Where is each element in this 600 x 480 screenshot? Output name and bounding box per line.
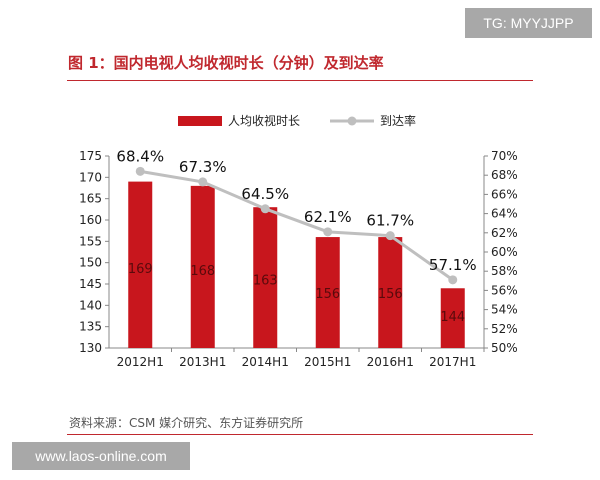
x-tick-label: 2014H1 [242,355,289,369]
bar-value-label: 168 [190,264,215,279]
legend-swatch-bar [178,116,222,126]
line-value-label: 61.7% [366,212,414,230]
site-watermark: www.laos-online.com [12,442,190,470]
y-right-tick-label: 66% [491,187,518,201]
x-tick-label: 2015H1 [304,355,351,369]
bar [378,237,403,348]
y-left-tick-label: 140 [79,298,102,312]
title-divider [67,80,533,81]
legend-marker-line [347,116,357,126]
y-right-tick-label: 52% [491,322,518,336]
bar [315,237,340,348]
y-right-tick-label: 60% [491,245,518,259]
line-point [260,204,270,214]
y-left-tick-label: 145 [79,277,102,291]
bar [190,185,215,348]
bar-value-label: 163 [253,274,278,289]
line-point [198,177,208,187]
line-value-label: 68.4% [116,147,164,165]
bar [128,181,153,348]
y-left-tick-label: 165 [79,192,102,206]
bar-value-label: 144 [440,310,465,325]
legend-label-line: 到达率 [380,113,416,128]
line-value-label: 57.1% [429,256,477,274]
y-right-tick-label: 56% [491,283,518,297]
x-tick-label: 2012H1 [117,355,164,369]
bar [253,207,278,348]
y-right-tick-label: 50% [491,341,518,355]
bar-value-label: 156 [378,287,403,302]
source-note: 资料来源：CSM 媒介研究、东方证券研究所 [69,416,304,430]
line-value-label: 62.1% [304,208,352,226]
bottom-divider [67,434,533,435]
y-right-tick-label: 58% [491,264,518,278]
y-left-tick-label: 155 [79,234,102,248]
bar [440,288,465,348]
line-value-label: 64.5% [241,185,289,203]
line-point [385,231,395,241]
y-right-tick-label: 64% [491,207,518,221]
y-left-tick-label: 170 [79,170,102,184]
line-value-label: 67.3% [179,158,227,176]
y-right-tick-label: 70% [491,149,518,163]
bar-value-label: 169 [128,262,153,277]
y-left-tick-label: 175 [79,149,102,163]
y-right-tick-label: 68% [491,168,518,182]
y-left-tick-label: 150 [79,256,102,270]
bar-value-label: 156 [315,287,340,302]
y-left-tick-label: 135 [79,320,102,334]
figure-title: 图 1：国内电视人均收视时长（分钟）及到达率 [68,54,384,72]
y-left-tick-label: 160 [79,213,102,227]
legend-label-bar: 人均收视时长 [228,113,300,128]
x-tick-label: 2017H1 [429,355,476,369]
x-tick-label: 2013H1 [179,355,226,369]
line-point [135,166,145,176]
line-point [448,275,458,285]
tg-badge: TG: MYYJJPP [465,8,592,38]
y-right-tick-label: 62% [491,226,518,240]
y-left-tick-label: 130 [79,341,102,355]
line-point [323,227,333,237]
x-tick-label: 2016H1 [367,355,414,369]
series-line-reach-rate [140,169,454,282]
y-right-tick-label: 54% [491,303,518,317]
